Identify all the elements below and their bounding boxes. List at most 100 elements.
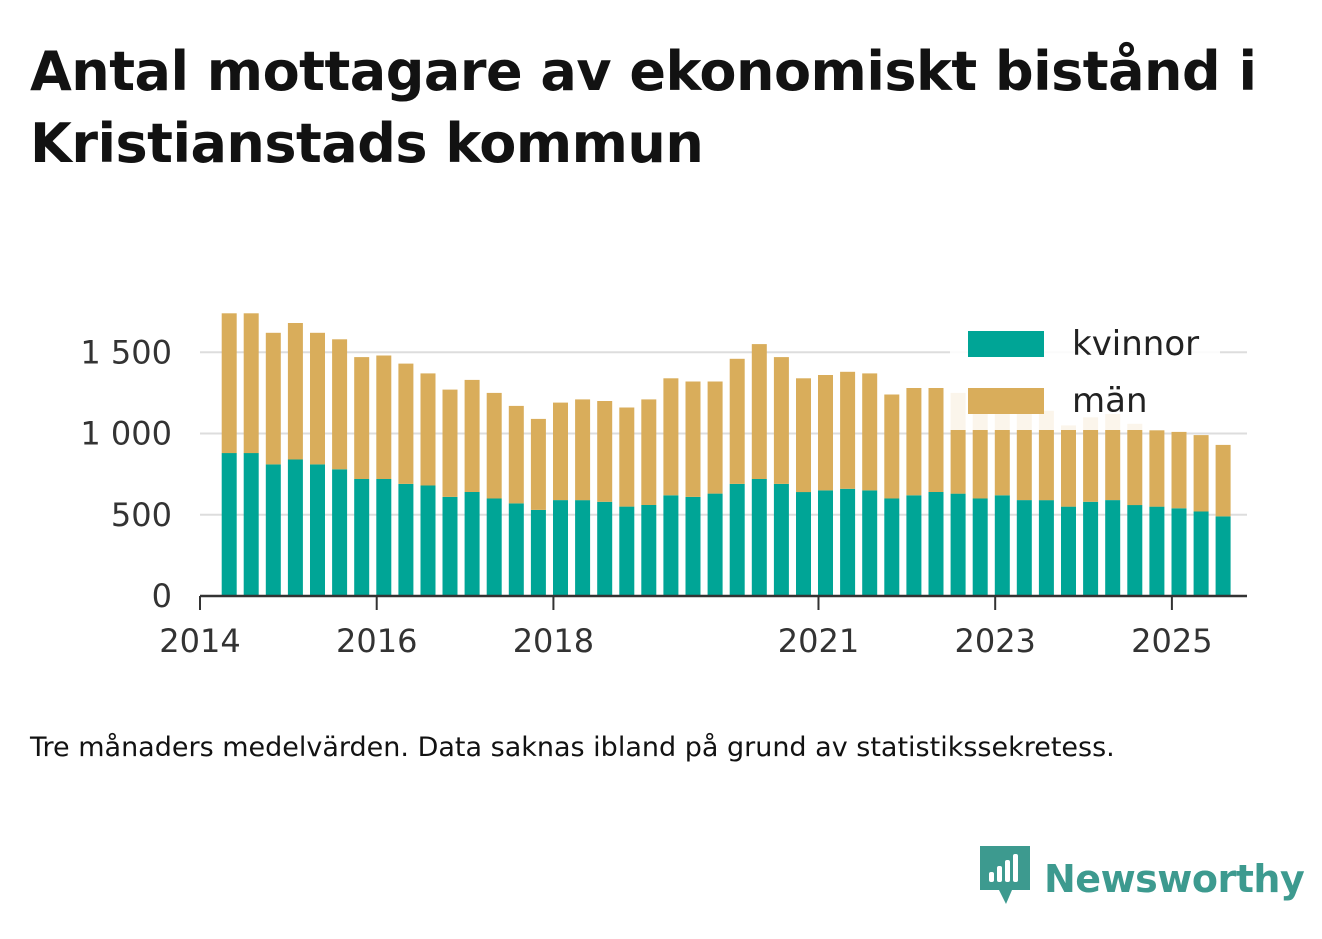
bar-kvinnor <box>265 464 281 596</box>
bar-kvinnor <box>1061 506 1076 596</box>
bar-man <box>1016 409 1032 501</box>
x-tick-label: 2021 <box>778 622 859 660</box>
bar-kvinnor <box>1083 501 1099 597</box>
bar-kvinnor <box>972 498 988 596</box>
bar-man <box>862 373 878 491</box>
bar-kvinnor <box>332 469 348 597</box>
bar-man <box>332 339 348 470</box>
bar-man <box>707 381 723 494</box>
bar-kvinnor <box>310 464 325 596</box>
bar-man <box>354 357 370 479</box>
bar-kvinnor <box>619 506 635 596</box>
bar-man <box>685 381 701 497</box>
bar-man <box>1105 414 1121 501</box>
bar-man <box>1038 410 1054 501</box>
bar-man <box>1215 444 1231 517</box>
legend: kvinnor män <box>950 318 1220 430</box>
bars <box>221 313 1231 597</box>
bar-kvinnor <box>1215 516 1231 596</box>
legend-swatch-kvinnor <box>968 331 1044 357</box>
bar-kvinnor <box>950 493 966 596</box>
x-tick-label: 2016 <box>336 622 417 660</box>
bar-man <box>486 392 502 499</box>
bar-man <box>818 375 833 491</box>
bar-man <box>1193 435 1209 512</box>
bar-kvinnor <box>1038 500 1054 596</box>
bar-kvinnor <box>1193 511 1209 596</box>
bar-kvinnor <box>575 500 591 596</box>
bar-kvinnor <box>1171 508 1187 597</box>
bar-kvinnor <box>420 485 436 596</box>
bar-man <box>243 313 259 454</box>
bar-man <box>906 388 922 496</box>
bar-man <box>530 418 546 510</box>
bar-kvinnor <box>751 479 767 596</box>
bar-man <box>508 405 524 504</box>
legend-label-man: män <box>1072 381 1148 421</box>
bar-man <box>287 323 303 460</box>
bar-kvinnor <box>906 495 922 597</box>
axes: 0 500 1 000 1 500 2014 2016 2018 2021 2023 2025 <box>80 333 1247 660</box>
bar-kvinnor <box>243 453 259 596</box>
bar-kvinnor <box>818 490 833 596</box>
x-tick-label: 2018 <box>513 622 594 660</box>
bar-kvinnor <box>707 493 723 596</box>
bar-man <box>265 332 281 465</box>
bar-kvinnor <box>553 500 568 596</box>
bar-man <box>398 363 414 484</box>
bar-kvinnor <box>486 498 502 596</box>
bar-man <box>464 379 480 492</box>
bar-kvinnor <box>663 495 679 597</box>
chart-caption: Tre månaders medelvärden. Data saknas ib… <box>30 732 1115 763</box>
bar-kvinnor <box>884 498 900 596</box>
bar-man <box>575 399 591 501</box>
bar-man <box>420 373 436 486</box>
bar-kvinnor <box>685 496 701 596</box>
bar-man <box>641 399 657 505</box>
bar-man <box>729 358 745 484</box>
bar-man <box>221 313 237 454</box>
bar-kvinnor <box>1149 506 1165 596</box>
bar-man <box>376 355 392 479</box>
bar-kvinnor <box>862 490 878 596</box>
bar-kvinnor <box>1016 500 1032 596</box>
brand-name: Newsworthy <box>1044 857 1305 901</box>
bar-kvinnor <box>508 503 524 596</box>
x-tick-label: 2023 <box>954 622 1035 660</box>
bar-kvinnor <box>1105 500 1121 596</box>
bar-kvinnor <box>641 505 657 596</box>
bar-kvinnor <box>928 492 944 596</box>
bar-kvinnor <box>796 492 811 596</box>
bar-kvinnor <box>994 495 1010 597</box>
bar-man <box>751 344 767 479</box>
bar-man <box>619 407 635 507</box>
chart-title: Antal mottagare av ekonomiskt bistånd i … <box>30 40 1257 175</box>
bar-kvinnor <box>729 483 745 596</box>
bar-man <box>310 332 325 465</box>
bar-kvinnor <box>1127 505 1143 596</box>
x-tick-label: 2014 <box>159 622 240 660</box>
legend-swatch-man <box>968 388 1044 414</box>
bar-man <box>663 378 679 496</box>
bar-man <box>442 389 458 497</box>
bar-kvinnor <box>354 479 370 596</box>
bar-man <box>1061 425 1076 507</box>
legend-label-kvinnor: kvinnor <box>1072 324 1199 364</box>
bar-man <box>1083 417 1099 502</box>
bar-kvinnor <box>597 501 613 597</box>
bar-kvinnor <box>530 509 546 596</box>
bar-man <box>773 357 789 484</box>
newsworthy-brand: Newsworthy <box>980 846 1305 912</box>
bar-man <box>1149 430 1165 507</box>
newsworthy-logo-icon <box>980 846 1030 912</box>
bar-man <box>1127 423 1143 506</box>
bar-man <box>1171 431 1187 509</box>
bar-man <box>884 394 900 499</box>
bar-man <box>928 388 944 492</box>
bar-kvinnor <box>376 479 392 596</box>
y-tick-label: 0 <box>152 577 172 615</box>
bar-kvinnor <box>840 488 856 597</box>
y-tick-label: 1 000 <box>80 415 172 453</box>
y-tick-label: 1 500 <box>80 333 172 371</box>
